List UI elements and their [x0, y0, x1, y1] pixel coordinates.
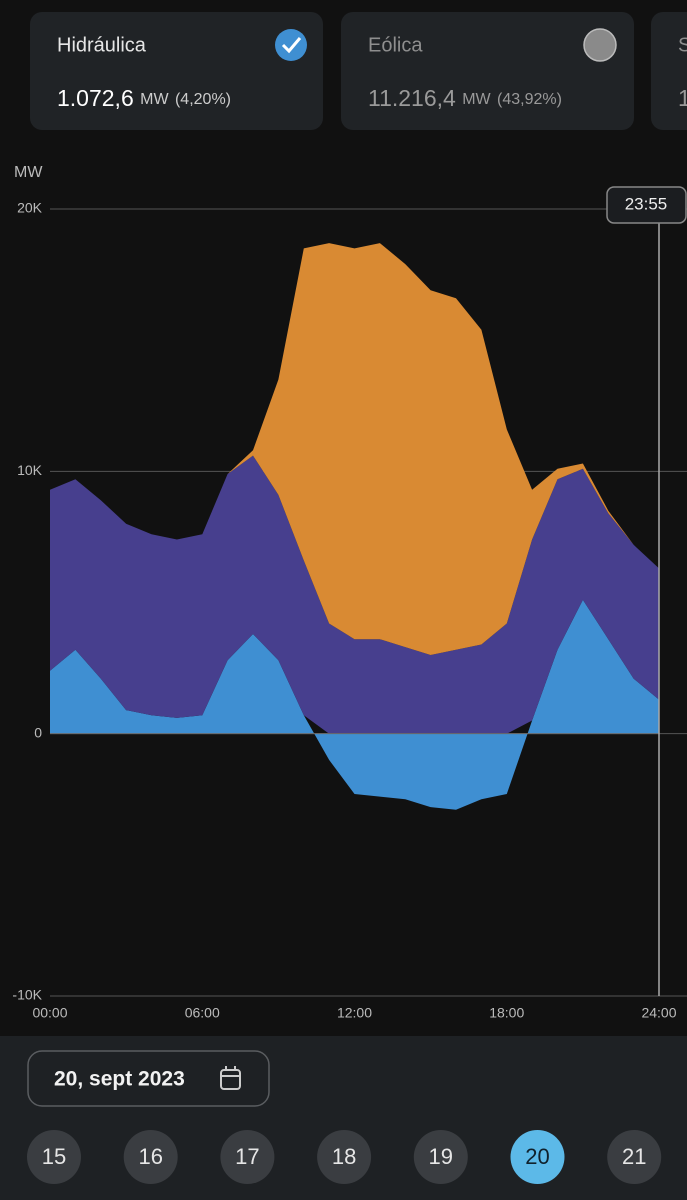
card-name: S [678, 34, 687, 56]
x-tick-label: 06:00 [185, 1005, 220, 1021]
x-tick-label: 24:00 [641, 1005, 676, 1021]
check-icon[interactable] [275, 29, 307, 61]
card-name: Hidráulica [57, 34, 147, 56]
day-button[interactable] [27, 1130, 81, 1184]
card[interactable] [651, 12, 687, 130]
day-button[interactable] [220, 1130, 275, 1184]
cursor-box [606, 186, 687, 224]
y-tick-label: -10K [12, 987, 42, 1003]
day-label: 17 [235, 1144, 259, 1169]
area [50, 599, 659, 810]
day-label: 19 [429, 1144, 453, 1169]
day-label: 18 [332, 1144, 356, 1169]
day-button[interactable] [510, 1130, 565, 1184]
date-label: 20, sept 2023 [54, 1068, 185, 1091]
day-selector: 15 16 17 18 19 20 21 [27, 1130, 662, 1184]
date-picker[interactable] [27, 1050, 270, 1107]
card[interactable] [341, 12, 634, 130]
card-value: 11.216,4 MW (43,92%) [368, 85, 562, 111]
check-mark [281, 37, 302, 54]
day-button[interactable] [123, 1130, 178, 1184]
area [50, 243, 659, 655]
day-button[interactable] [317, 1130, 372, 1184]
card-value: 1 [678, 85, 687, 111]
area [50, 455, 659, 734]
day-label: 15 [42, 1144, 66, 1169]
x-tick-label: 12:00 [337, 1005, 372, 1021]
x-tick-label: 00:00 [32, 1005, 67, 1021]
card-name: Eólica [368, 34, 423, 56]
calendar-icon[interactable] [220, 1066, 241, 1090]
day-button[interactable] [607, 1130, 662, 1184]
day-label: 21 [622, 1144, 646, 1169]
y-tick-label: 0 [34, 724, 42, 740]
unchecked-icon[interactable] [583, 28, 617, 62]
day-button[interactable] [413, 1130, 468, 1184]
day-label: 20 [525, 1144, 549, 1169]
day-label: 16 [138, 1144, 162, 1169]
y-tick-label: 10K [17, 462, 43, 478]
card[interactable] [30, 12, 323, 130]
cursor-label: 23:55 [625, 194, 668, 213]
y-tick-label: 20K [17, 200, 43, 216]
x-tick-label: 18:00 [489, 1005, 524, 1021]
card-value: 1.072,6 MW (4,20%) [57, 85, 231, 111]
chart: -10K 0 10K 20K 00:00 06:00 12:00 18:00 24:00 23:5… [12, 186, 687, 1021]
y-axis-label: MW [14, 164, 43, 181]
